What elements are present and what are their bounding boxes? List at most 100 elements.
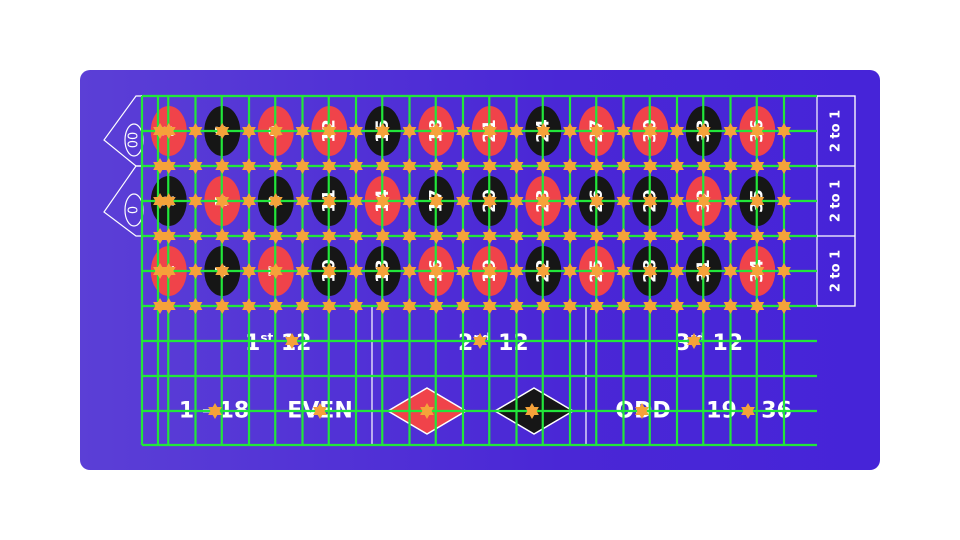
- bet-spot-marker[interactable]: [242, 193, 256, 209]
- bet-spot-marker[interactable]: [375, 298, 390, 314]
- bet-spot-marker[interactable]: [402, 158, 417, 174]
- bet-spot-marker[interactable]: [589, 228, 604, 244]
- bet-spot-marker[interactable]: [482, 193, 497, 209]
- bet-spot-marker[interactable]: [723, 123, 738, 139]
- bet-spot-marker[interactable]: [161, 158, 176, 174]
- bet-spot-marker[interactable]: [482, 228, 497, 244]
- bet-spot-marker[interactable]: [188, 123, 203, 139]
- bet-spot-marker[interactable]: [635, 403, 649, 419]
- bet-spot-marker[interactable]: [188, 228, 203, 244]
- bet-spot-marker[interactable]: [456, 298, 470, 314]
- bet-spot-marker[interactable]: [215, 193, 230, 209]
- bet-spot-marker[interactable]: [696, 228, 711, 244]
- bet-spot-marker[interactable]: [456, 263, 470, 279]
- bet-spot-marker[interactable]: [482, 158, 497, 174]
- bet-spot-marker[interactable]: [429, 123, 444, 139]
- bet-spot-marker[interactable]: [313, 403, 327, 419]
- bet-spot-marker[interactable]: [161, 193, 176, 209]
- bet-spot-marker[interactable]: [349, 158, 363, 174]
- bet-spot-marker[interactable]: [509, 298, 524, 314]
- bet-spot-marker[interactable]: [268, 193, 283, 209]
- bet-spot-marker[interactable]: [242, 158, 256, 174]
- bet-spot-marker[interactable]: [322, 298, 337, 314]
- bet-spot-marker[interactable]: [777, 123, 791, 139]
- bet-spot-marker[interactable]: [295, 298, 310, 314]
- bet-spot-marker[interactable]: [322, 263, 337, 279]
- bet-spot-marker[interactable]: [616, 228, 631, 244]
- bet-spot-marker[interactable]: [525, 403, 539, 419]
- bet-spot-marker[interactable]: [509, 158, 524, 174]
- bet-spot-marker[interactable]: [429, 263, 444, 279]
- bet-spot-marker[interactable]: [777, 298, 791, 314]
- bet-spot-marker[interactable]: [509, 123, 524, 139]
- bet-spot-marker[interactable]: [696, 263, 711, 279]
- column-bet-label[interactable]: 2 to 1: [829, 250, 844, 292]
- bet-spot-marker[interactable]: [188, 158, 203, 174]
- bet-spot-marker[interactable]: [536, 123, 551, 139]
- bet-spot-marker[interactable]: [242, 263, 256, 279]
- bet-spot-marker[interactable]: [723, 228, 738, 244]
- bet-spot-marker[interactable]: [188, 193, 203, 209]
- bet-spot-marker[interactable]: [589, 123, 604, 139]
- bet-spot-marker[interactable]: [696, 193, 711, 209]
- bet-spot-marker[interactable]: [268, 298, 283, 314]
- bet-spot-marker[interactable]: [643, 228, 658, 244]
- bet-spot-marker[interactable]: [402, 193, 417, 209]
- bet-spot-marker[interactable]: [563, 123, 577, 139]
- bet-spot-marker[interactable]: [268, 228, 283, 244]
- bet-spot-marker[interactable]: [482, 263, 497, 279]
- bet-spot-marker[interactable]: [563, 298, 577, 314]
- bet-spot-marker[interactable]: [322, 228, 337, 244]
- bet-spot-marker[interactable]: [563, 193, 577, 209]
- bet-spot-marker[interactable]: [285, 333, 299, 349]
- bet-spot-marker[interactable]: [295, 123, 310, 139]
- bet-spot-marker[interactable]: [643, 263, 658, 279]
- bet-spot-marker[interactable]: [750, 228, 765, 244]
- bet-spot-marker[interactable]: [429, 193, 444, 209]
- bet-spot-marker[interactable]: [215, 158, 230, 174]
- bet-spot-marker[interactable]: [777, 228, 791, 244]
- bet-spot-marker[interactable]: [242, 298, 256, 314]
- bet-spot-marker[interactable]: [161, 123, 176, 139]
- column-bet-label[interactable]: 2 to 1: [829, 180, 844, 222]
- bet-spot-marker[interactable]: [215, 228, 230, 244]
- bet-spot-marker[interactable]: [616, 123, 631, 139]
- bet-spot-marker[interactable]: [188, 263, 203, 279]
- bet-spot-marker[interactable]: [670, 298, 684, 314]
- bet-spot-marker[interactable]: [616, 158, 631, 174]
- bet-spot-marker[interactable]: [723, 158, 738, 174]
- bet-spot-marker[interactable]: [420, 403, 434, 419]
- bet-spot-marker[interactable]: [375, 263, 390, 279]
- bet-spot-marker[interactable]: [777, 158, 791, 174]
- bet-spot-marker[interactable]: [322, 123, 337, 139]
- bet-spot-marker[interactable]: [750, 263, 765, 279]
- bet-spot-marker[interactable]: [322, 193, 337, 209]
- bet-spot-marker[interactable]: [750, 298, 765, 314]
- bet-spot-marker[interactable]: [563, 263, 577, 279]
- bet-spot-marker[interactable]: [349, 263, 363, 279]
- bet-spot-marker[interactable]: [215, 263, 230, 279]
- bet-spot-marker[interactable]: [777, 263, 791, 279]
- dozen-bet[interactable]: 2nd 12: [458, 331, 529, 356]
- bet-spot-marker[interactable]: [268, 158, 283, 174]
- dozen-bet[interactable]: 3rd 12: [675, 331, 743, 356]
- bet-spot-marker[interactable]: [456, 123, 470, 139]
- zero-pocket[interactable]: 0: [124, 193, 144, 227]
- zero-pocket[interactable]: 00: [124, 123, 144, 157]
- bet-spot-marker[interactable]: [536, 263, 551, 279]
- bet-spot-marker[interactable]: [750, 158, 765, 174]
- bet-spot-marker[interactable]: [375, 193, 390, 209]
- bet-spot-marker[interactable]: [295, 193, 310, 209]
- bet-spot-marker[interactable]: [456, 228, 470, 244]
- column-bet-label[interactable]: 2 to 1: [829, 110, 844, 152]
- bet-spot-marker[interactable]: [242, 123, 256, 139]
- bet-spot-marker[interactable]: [215, 298, 230, 314]
- bet-spot-marker[interactable]: [616, 263, 631, 279]
- bet-spot-marker[interactable]: [402, 263, 417, 279]
- bet-spot-marker[interactable]: [589, 298, 604, 314]
- bet-spot-marker[interactable]: [322, 158, 337, 174]
- bet-spot-marker[interactable]: [349, 228, 363, 244]
- bet-spot-marker[interactable]: [670, 228, 684, 244]
- bet-spot-marker[interactable]: [741, 403, 755, 419]
- bet-spot-marker[interactable]: [563, 228, 577, 244]
